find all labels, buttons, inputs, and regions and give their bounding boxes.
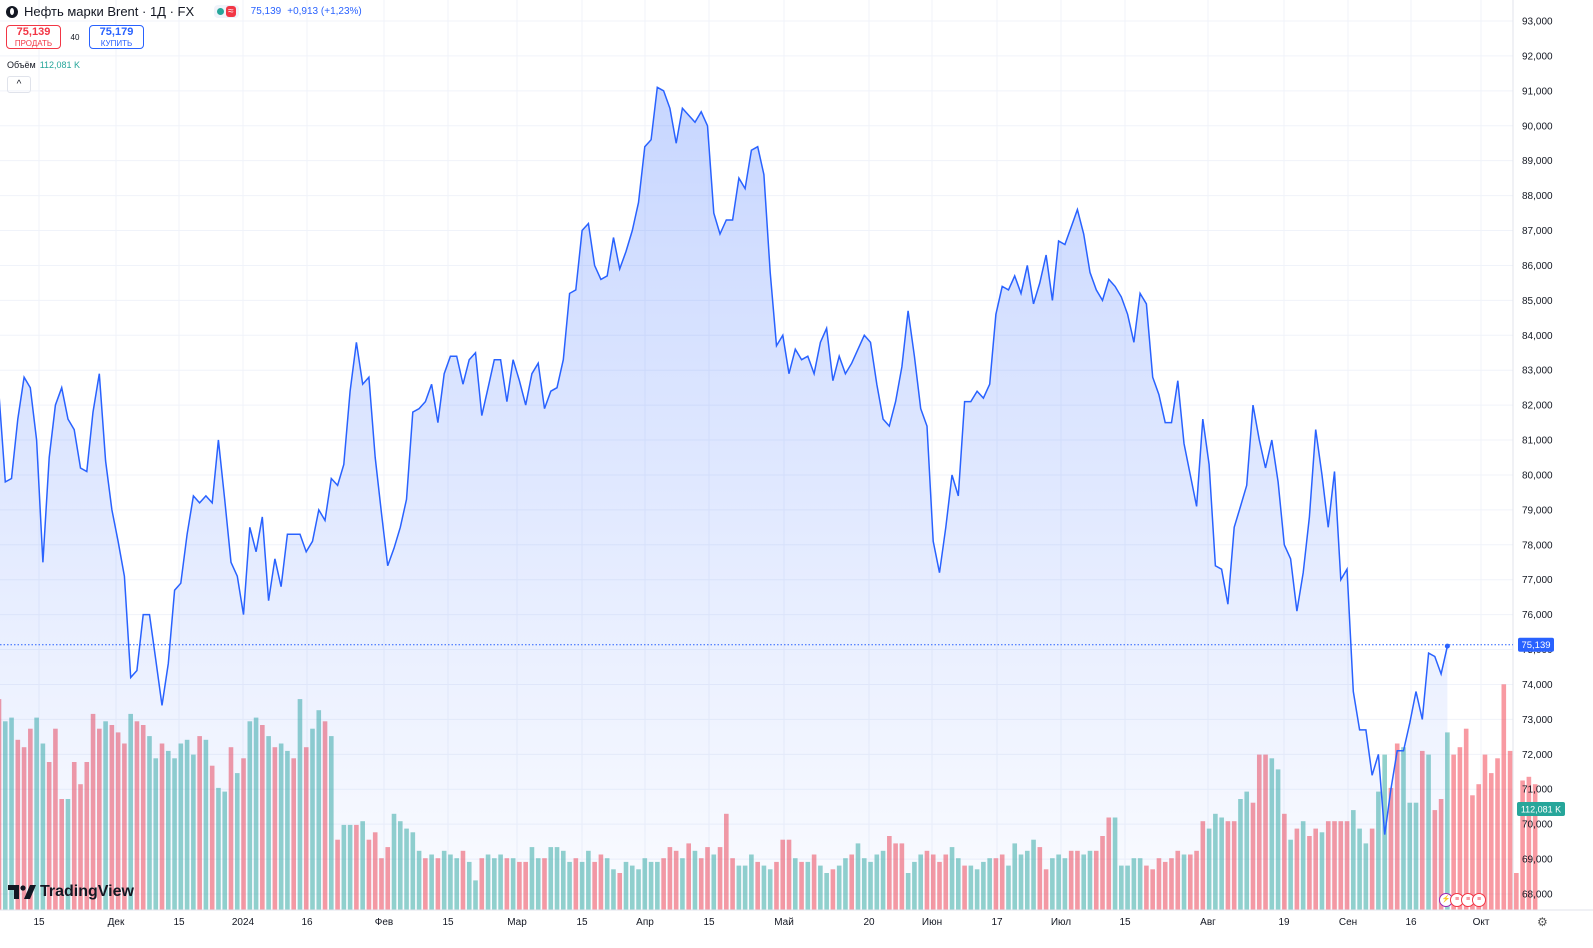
sell-label: ПРОДАТЬ bbox=[14, 39, 53, 48]
volume-bar bbox=[1514, 873, 1519, 910]
x-tick-label: Июн bbox=[922, 917, 942, 928]
brent-oil-icon bbox=[6, 5, 18, 18]
sell-button[interactable]: 75,139 ПРОДАТЬ bbox=[6, 25, 61, 49]
symbol-header: Нефть марки Brent · 1Д · FX ≈ 75,139 +0,… bbox=[6, 4, 362, 19]
volume-legend-label: Объём bbox=[7, 60, 36, 70]
y-tick-label: 69,000 bbox=[1522, 855, 1553, 866]
y-tick-label: 88,000 bbox=[1522, 191, 1553, 202]
x-tick-label: 15 bbox=[173, 917, 185, 928]
volume-bar bbox=[1526, 776, 1532, 910]
volume-bar bbox=[1507, 750, 1513, 910]
x-tick-label: Дек bbox=[108, 917, 125, 928]
volume-axis-label: 112,081 K bbox=[1521, 805, 1561, 815]
us-flag-icon-1[interactable]: ≡ bbox=[1450, 893, 1464, 907]
y-tick-label: 72,000 bbox=[1522, 750, 1553, 761]
event-icons[interactable]: ⚡ ≡ ≡ ≡ bbox=[1439, 893, 1486, 907]
y-tick-label: 70,000 bbox=[1522, 820, 1553, 831]
volume-bar bbox=[1488, 773, 1494, 910]
x-tick-label: 15 bbox=[33, 917, 45, 928]
x-tick-label: 19 bbox=[1278, 917, 1290, 928]
spread-value: 40 bbox=[70, 32, 80, 42]
x-tick-label: 16 bbox=[1405, 917, 1417, 928]
y-tick-label: 80,000 bbox=[1522, 470, 1553, 481]
volume-axis-badge bbox=[1517, 802, 1565, 816]
x-tick-label: 17 bbox=[991, 917, 1003, 928]
volume-bar bbox=[1495, 758, 1500, 910]
x-tick-label: 15 bbox=[1119, 917, 1131, 928]
x-tick-label: Сен bbox=[1339, 917, 1357, 928]
market-status[interactable]: ≈ bbox=[214, 5, 239, 18]
market-open-icon bbox=[217, 8, 225, 15]
y-tick-label: 93,000 bbox=[1522, 17, 1553, 28]
x-tick-label: 15 bbox=[576, 917, 588, 928]
collapse-legend-button[interactable]: ^ bbox=[7, 76, 31, 93]
x-tick-label: Апр bbox=[636, 917, 654, 928]
buy-label: КУПИТЬ bbox=[100, 39, 133, 48]
y-tick-label: 77,000 bbox=[1522, 575, 1553, 586]
y-tick-label: 87,000 bbox=[1522, 226, 1553, 237]
buy-price: 75,179 bbox=[99, 26, 134, 38]
tradingview-logo-icon bbox=[8, 885, 36, 899]
buy-button[interactable]: 75,179 КУПИТЬ bbox=[89, 25, 144, 49]
volume-bar bbox=[1476, 784, 1482, 910]
volume-bar bbox=[1501, 684, 1507, 910]
volume-bar bbox=[1457, 747, 1463, 910]
x-tick-label: 20 bbox=[863, 917, 875, 928]
x-tick-label: Мар bbox=[507, 917, 527, 928]
y-tick-label: 83,000 bbox=[1522, 366, 1553, 377]
symbol-title[interactable]: Нефть марки Brent · 1Д · FX bbox=[24, 4, 195, 19]
y-tick-label: 90,000 bbox=[1522, 121, 1553, 132]
delayed-data-icon: ≈ bbox=[226, 6, 236, 17]
y-tick-label: 89,000 bbox=[1522, 156, 1553, 167]
y-tick-label: 92,000 bbox=[1522, 51, 1553, 62]
y-tick-label: 79,000 bbox=[1522, 505, 1553, 516]
y-tick-label: 73,000 bbox=[1522, 715, 1553, 726]
y-tick-label: 91,000 bbox=[1522, 86, 1553, 97]
y-tick-label: 68,000 bbox=[1522, 890, 1553, 901]
logo-text: TradingView bbox=[40, 883, 134, 900]
volume-bar bbox=[1451, 754, 1456, 910]
y-tick-label: 71,000 bbox=[1522, 785, 1553, 796]
x-tick-label: Июл bbox=[1051, 917, 1071, 928]
sell-price: 75,139 bbox=[16, 26, 51, 38]
x-tick-label: Авг bbox=[1200, 917, 1216, 928]
y-tick-label: 86,000 bbox=[1522, 261, 1553, 272]
x-tick-label: Фев bbox=[375, 917, 393, 928]
x-tick-label: 16 bbox=[301, 917, 313, 928]
volume-legend-value: 112,081 K bbox=[39, 60, 81, 70]
us-flag-icon-3[interactable]: ≡ bbox=[1472, 893, 1486, 907]
x-tick-label: Окт bbox=[1473, 917, 1490, 928]
y-tick-label: 78,000 bbox=[1522, 540, 1553, 551]
y-tick-label: 74,000 bbox=[1522, 680, 1553, 691]
last-price-axis-label: 75,139 bbox=[1521, 640, 1550, 651]
trade-panel: 75,139 ПРОДАТЬ 40 75,179 КУПИТЬ bbox=[6, 25, 144, 49]
volume-bar bbox=[1463, 728, 1469, 910]
last-price-dot bbox=[1444, 643, 1450, 649]
price-line bbox=[0, 86, 1449, 835]
x-tick-label: 15 bbox=[442, 917, 454, 928]
settings-gear-icon[interactable]: ⚙ bbox=[1537, 915, 1548, 929]
volume-bar bbox=[1482, 754, 1488, 910]
price-change: +0,913 (+1,23%) bbox=[287, 6, 362, 17]
y-tick-label: 81,000 bbox=[1522, 436, 1553, 447]
y-tick-label: 84,000 bbox=[1522, 331, 1553, 342]
x-tick-label: 2024 bbox=[232, 917, 255, 928]
last-price-axis-badge bbox=[1518, 637, 1554, 652]
x-tick-label: 15 bbox=[703, 917, 715, 928]
tradingview-logo[interactable]: TradingView bbox=[8, 883, 134, 901]
price-area bbox=[0, 87, 1448, 910]
x-tick-label: Май bbox=[774, 917, 794, 928]
volume-bar bbox=[1470, 795, 1475, 910]
y-tick-label: 85,000 bbox=[1522, 296, 1553, 307]
volume-legend[interactable]: Объём 112,081 K bbox=[7, 60, 80, 70]
y-tick-label: 76,000 bbox=[1522, 610, 1553, 621]
volume-bar bbox=[1520, 780, 1525, 910]
y-tick-label: 82,000 bbox=[1522, 401, 1553, 412]
volume-bar bbox=[1532, 784, 1538, 910]
last-price: 75,139 bbox=[250, 6, 282, 17]
